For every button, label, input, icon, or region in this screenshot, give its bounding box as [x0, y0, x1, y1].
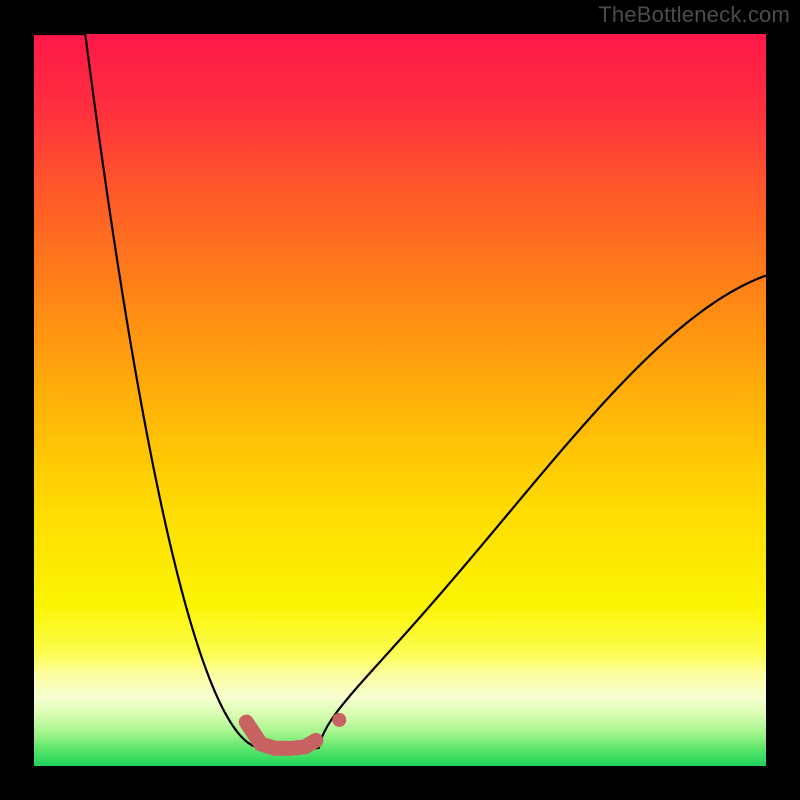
plot-gradient-area — [34, 34, 766, 766]
optimal-zone-extra-dot — [332, 713, 346, 727]
watermark-text: TheBottleneck.com — [598, 2, 790, 28]
chart-stage: TheBottleneck.com — [0, 0, 800, 800]
bottleneck-chart — [0, 0, 800, 800]
